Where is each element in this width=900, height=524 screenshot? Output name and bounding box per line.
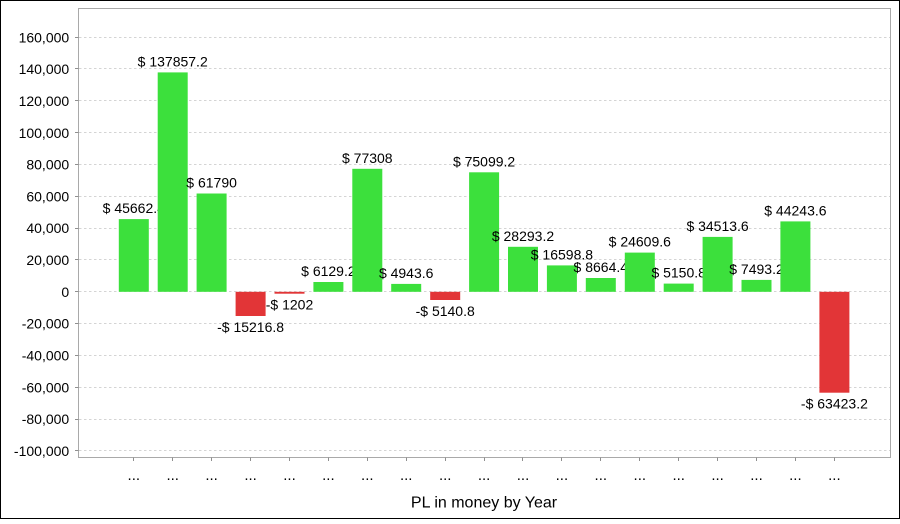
svg-text:40,000: 40,000 <box>26 220 69 236</box>
svg-text:-$ 15216.8: -$ 15216.8 <box>217 319 284 335</box>
svg-text:160,000: 160,000 <box>19 29 70 45</box>
svg-text:60,000: 60,000 <box>26 188 69 204</box>
svg-text:$ 4943.6: $ 4943.6 <box>379 265 434 281</box>
svg-text:...: ... <box>595 467 608 484</box>
svg-text:$ 137857.2: $ 137857.2 <box>138 53 208 69</box>
svg-text:$ 34513.6: $ 34513.6 <box>686 218 748 234</box>
svg-text:-$ 1202: -$ 1202 <box>266 297 314 313</box>
svg-text:-100,000: -100,000 <box>14 443 69 459</box>
svg-text:PL in money by Year: PL in money by Year <box>411 495 558 512</box>
svg-text:...: ... <box>517 467 530 484</box>
svg-text:...: ... <box>322 467 335 484</box>
svg-text:...: ... <box>128 467 141 484</box>
svg-text:$ 8664.4: $ 8664.4 <box>574 259 629 275</box>
svg-text:...: ... <box>711 467 724 484</box>
svg-text:$ 77308: $ 77308 <box>342 150 393 166</box>
svg-text:80,000: 80,000 <box>26 157 69 173</box>
svg-text:-20,000: -20,000 <box>22 316 70 332</box>
svg-text:...: ... <box>439 467 452 484</box>
svg-text:$ 45662.4: $ 45662.4 <box>103 200 165 216</box>
svg-text:$ 6129.2: $ 6129.2 <box>301 263 356 279</box>
svg-text:$ 44243.6: $ 44243.6 <box>764 202 826 218</box>
svg-text:...: ... <box>244 467 257 484</box>
svg-text:-$ 63423.2: -$ 63423.2 <box>801 396 868 412</box>
svg-text:...: ... <box>828 467 841 484</box>
svg-text:$ 5150.8: $ 5150.8 <box>651 265 706 281</box>
svg-text:$ 16598.8: $ 16598.8 <box>531 246 593 262</box>
svg-text:...: ... <box>478 467 491 484</box>
svg-text:...: ... <box>166 467 179 484</box>
svg-text:20,000: 20,000 <box>26 252 69 268</box>
svg-text:...: ... <box>789 467 802 484</box>
svg-text:$ 7493.2: $ 7493.2 <box>729 261 784 277</box>
svg-text:...: ... <box>634 467 647 484</box>
svg-text:$ 61790: $ 61790 <box>186 175 237 191</box>
svg-text:100,000: 100,000 <box>19 125 70 141</box>
svg-text:0: 0 <box>61 284 69 300</box>
svg-text:120,000: 120,000 <box>19 93 70 109</box>
svg-text:...: ... <box>361 467 374 484</box>
svg-text:$ 24609.6: $ 24609.6 <box>609 234 671 250</box>
svg-text:...: ... <box>556 467 569 484</box>
svg-text:140,000: 140,000 <box>19 61 70 77</box>
svg-text:$ 28293.2: $ 28293.2 <box>492 228 554 244</box>
svg-text:-80,000: -80,000 <box>22 411 70 427</box>
svg-text:-40,000: -40,000 <box>22 348 70 364</box>
svg-text:-60,000: -60,000 <box>22 379 70 395</box>
svg-text:...: ... <box>672 467 685 484</box>
svg-text:...: ... <box>400 467 413 484</box>
svg-text:$ 75099.2: $ 75099.2 <box>453 153 515 169</box>
svg-text:...: ... <box>283 467 296 484</box>
svg-text:...: ... <box>750 467 763 484</box>
svg-text:...: ... <box>205 467 218 484</box>
svg-text:-$ 5140.8: -$ 5140.8 <box>416 303 475 319</box>
